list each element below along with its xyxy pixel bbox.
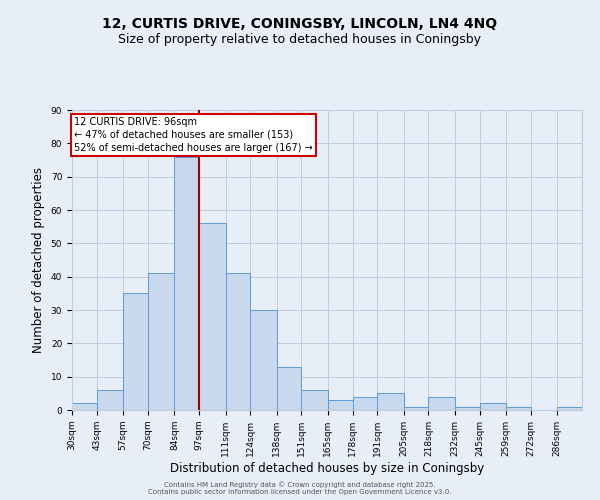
Bar [250, 310, 277, 410]
Bar [199, 224, 226, 410]
Y-axis label: Number of detached properties: Number of detached properties [32, 167, 45, 353]
Text: 12, CURTIS DRIVE, CONINGSBY, LINCOLN, LN4 4NQ: 12, CURTIS DRIVE, CONINGSBY, LINCOLN, LN… [103, 18, 497, 32]
Bar [175, 156, 199, 410]
Bar [455, 406, 479, 410]
Bar [377, 394, 404, 410]
Bar [506, 406, 531, 410]
Text: Contains public sector information licensed under the Open Government Licence v3: Contains public sector information licen… [148, 489, 452, 495]
Bar [353, 396, 377, 410]
Text: 12 CURTIS DRIVE: 96sqm
← 47% of detached houses are smaller (153)
52% of semi-de: 12 CURTIS DRIVE: 96sqm ← 47% of detached… [74, 116, 313, 153]
Bar [277, 366, 301, 410]
Text: Size of property relative to detached houses in Coningsby: Size of property relative to detached ho… [119, 32, 482, 46]
Text: Contains HM Land Registry data © Crown copyright and database right 2025.: Contains HM Land Registry data © Crown c… [164, 481, 436, 488]
Bar [123, 294, 148, 410]
Bar [404, 406, 428, 410]
Bar [557, 406, 582, 410]
Bar [301, 390, 328, 410]
Bar [479, 404, 506, 410]
Bar [97, 390, 123, 410]
Bar [72, 404, 97, 410]
Bar [226, 274, 250, 410]
X-axis label: Distribution of detached houses by size in Coningsby: Distribution of detached houses by size … [170, 462, 484, 474]
Bar [148, 274, 175, 410]
Bar [428, 396, 455, 410]
Bar [328, 400, 353, 410]
